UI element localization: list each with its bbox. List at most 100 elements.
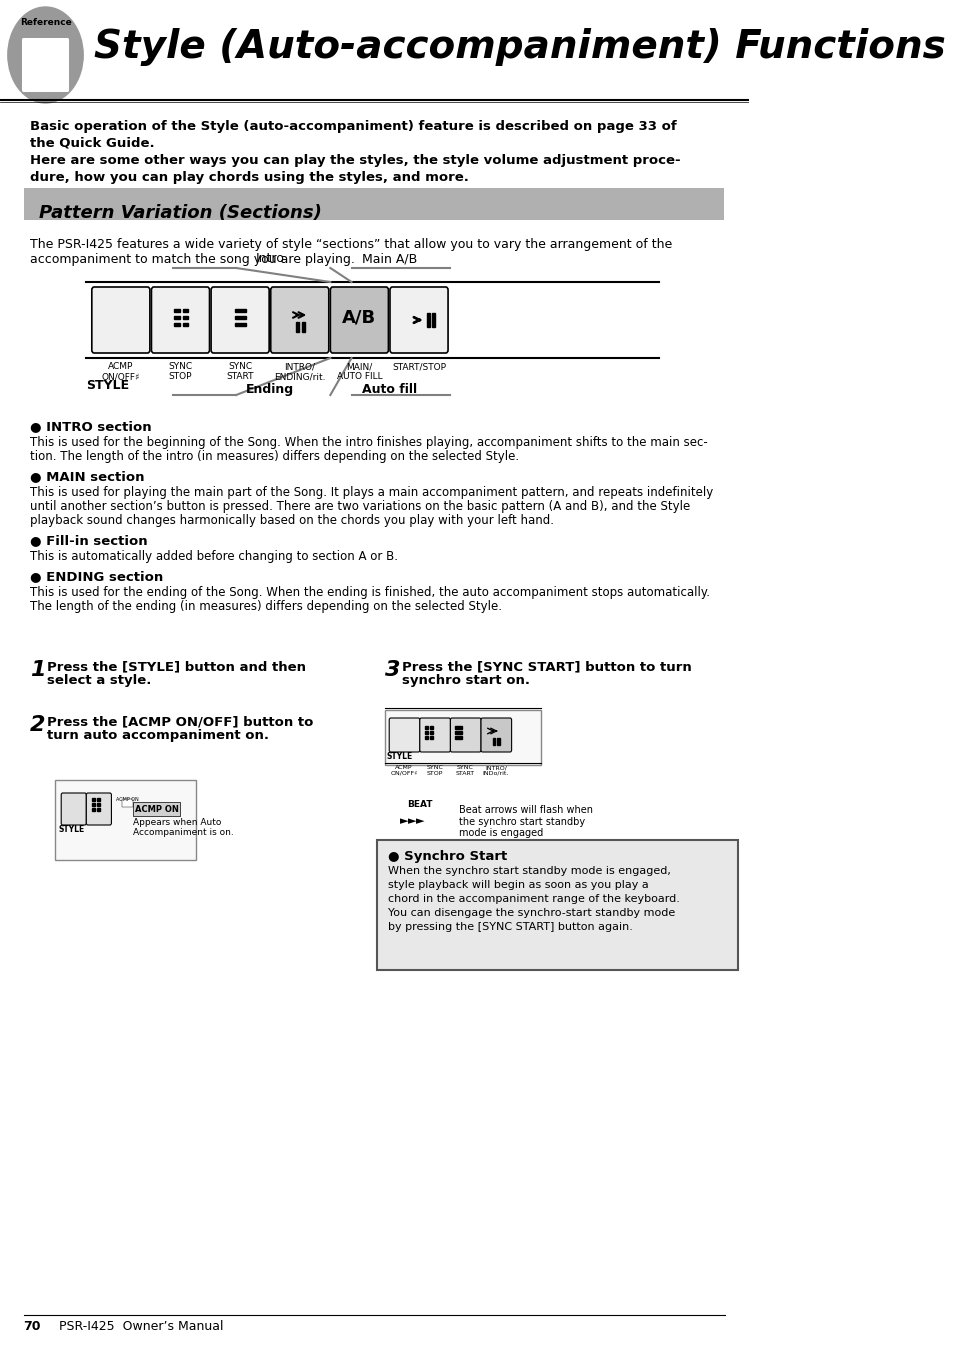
Bar xyxy=(425,731,428,734)
Bar xyxy=(96,798,99,801)
Text: STYLE: STYLE xyxy=(387,753,413,761)
Bar xyxy=(431,313,435,327)
FancyBboxPatch shape xyxy=(376,840,737,970)
Text: Appears when Auto
Accompaniment is on.: Appears when Auto Accompaniment is on. xyxy=(133,817,233,838)
Text: PSR-I425  Owner’s Manual: PSR-I425 Owner’s Manual xyxy=(59,1320,223,1333)
FancyBboxPatch shape xyxy=(55,780,196,861)
Bar xyxy=(430,731,433,734)
FancyBboxPatch shape xyxy=(121,798,133,807)
FancyBboxPatch shape xyxy=(480,717,511,753)
Text: MAIN/
AUTO FILL: MAIN/ AUTO FILL xyxy=(336,362,382,381)
Bar xyxy=(174,323,179,326)
Text: synchro start on.: synchro start on. xyxy=(401,674,529,688)
Text: 70: 70 xyxy=(24,1320,41,1333)
Text: ● ENDING section: ● ENDING section xyxy=(30,570,163,584)
Text: SYNC
STOP: SYNC STOP xyxy=(169,362,193,381)
FancyBboxPatch shape xyxy=(419,717,450,753)
Bar xyxy=(96,802,99,807)
Text: START/STOP: START/STOP xyxy=(392,362,446,372)
FancyBboxPatch shape xyxy=(86,793,112,825)
Text: SYNC
START: SYNC START xyxy=(456,765,475,775)
FancyBboxPatch shape xyxy=(389,717,419,753)
Text: ►: ► xyxy=(407,816,416,825)
Text: ● Fill-in section: ● Fill-in section xyxy=(30,534,148,547)
Text: Here are some other ways you can play the styles, the style volume adjustment pr: Here are some other ways you can play th… xyxy=(30,154,679,168)
Text: turn auto accompaniment on.: turn auto accompaniment on. xyxy=(47,730,269,742)
FancyBboxPatch shape xyxy=(450,717,480,753)
Bar xyxy=(425,736,428,739)
Text: Press the [ACMP ON/OFF] button to: Press the [ACMP ON/OFF] button to xyxy=(47,715,314,728)
Text: ● INTRO section: ● INTRO section xyxy=(30,420,152,434)
Text: SYNC
STOP: SYNC STOP xyxy=(426,765,443,775)
Text: Main A/B: Main A/B xyxy=(361,253,416,265)
FancyBboxPatch shape xyxy=(211,286,269,353)
Bar xyxy=(425,725,428,730)
Text: 1: 1 xyxy=(30,661,46,680)
Text: ACMP
ON/OFF♯: ACMP ON/OFF♯ xyxy=(390,765,417,775)
Bar xyxy=(91,798,95,801)
Text: Press the [STYLE] button and then: Press the [STYLE] button and then xyxy=(47,661,306,673)
Text: Beat arrows will flash when
the synchro start standby
mode is engaged: Beat arrows will flash when the synchro … xyxy=(458,805,593,838)
FancyBboxPatch shape xyxy=(330,286,388,353)
FancyBboxPatch shape xyxy=(61,793,86,825)
Text: 3: 3 xyxy=(384,661,399,680)
FancyBboxPatch shape xyxy=(133,802,180,816)
Bar xyxy=(183,316,188,319)
FancyBboxPatch shape xyxy=(152,286,210,353)
FancyBboxPatch shape xyxy=(91,286,150,353)
Text: accompaniment to match the song you are playing.: accompaniment to match the song you are … xyxy=(30,253,355,266)
Text: The PSR-I425 features a wide variety of style “sections” that allow you to vary : The PSR-I425 features a wide variety of … xyxy=(30,238,671,251)
Bar xyxy=(96,808,99,811)
Bar xyxy=(183,323,188,326)
Bar xyxy=(295,322,298,332)
Text: style playback will begin as soon as you play a: style playback will begin as soon as you… xyxy=(388,880,648,890)
Circle shape xyxy=(8,7,83,103)
Bar xyxy=(234,316,245,319)
Text: playback sound changes harmonically based on the chords you play with your left : playback sound changes harmonically base… xyxy=(30,513,554,527)
Text: ● Synchro Start: ● Synchro Start xyxy=(388,850,507,863)
Text: You can disengage the synchro-start standby mode: You can disengage the synchro-start stan… xyxy=(388,908,675,917)
Text: Press the [SYNC START] button to turn: Press the [SYNC START] button to turn xyxy=(401,661,691,673)
Text: ● MAIN section: ● MAIN section xyxy=(30,470,144,484)
Bar xyxy=(430,725,433,730)
Bar xyxy=(493,738,495,744)
Bar xyxy=(234,323,245,326)
Bar xyxy=(183,308,188,312)
Text: ►: ► xyxy=(416,816,424,825)
FancyBboxPatch shape xyxy=(271,286,329,353)
Text: This is used for the beginning of the Song. When the intro finishes playing, acc: This is used for the beginning of the So… xyxy=(30,436,707,449)
Text: Basic operation of the Style (auto-accompaniment) feature is described on page 3: Basic operation of the Style (auto-accom… xyxy=(30,120,676,132)
Bar xyxy=(302,322,305,332)
Text: This is used for the ending of the Song. When the ending is finished, the auto a: This is used for the ending of the Song.… xyxy=(30,586,709,598)
FancyBboxPatch shape xyxy=(390,286,448,353)
Bar xyxy=(455,725,461,730)
Bar xyxy=(455,731,461,734)
Text: Intro: Intro xyxy=(255,253,284,265)
Text: tion. The length of the intro (in measures) differs depending on the selected St: tion. The length of the intro (in measur… xyxy=(30,450,518,463)
Bar xyxy=(497,738,499,744)
Text: the Quick Guide.: the Quick Guide. xyxy=(30,136,154,150)
Bar xyxy=(91,808,95,811)
Text: ACMP
ON/OFF♯: ACMP ON/OFF♯ xyxy=(102,362,140,381)
Text: This is automatically added before changing to section A or B.: This is automatically added before chang… xyxy=(30,550,397,563)
Text: Style (Auto-accompaniment) Functions: Style (Auto-accompaniment) Functions xyxy=(94,28,945,66)
Text: by pressing the [SYNC START] button again.: by pressing the [SYNC START] button agai… xyxy=(388,921,633,932)
Text: Ending: Ending xyxy=(246,382,294,396)
Text: chord in the accompaniment range of the keyboard.: chord in the accompaniment range of the … xyxy=(388,894,679,904)
Bar xyxy=(91,802,95,807)
Text: SYNC
START: SYNC START xyxy=(226,362,253,381)
FancyBboxPatch shape xyxy=(24,188,723,220)
Text: Reference: Reference xyxy=(20,18,71,27)
Bar xyxy=(234,308,245,312)
Text: ACMP ON: ACMP ON xyxy=(135,804,179,813)
Text: dure, how you can play chords using the styles, and more.: dure, how you can play chords using the … xyxy=(30,172,468,184)
Bar xyxy=(430,736,433,739)
Text: INTRO/
INDo/rit.: INTRO/ INDo/rit. xyxy=(482,765,509,775)
Text: When the synchro start standby mode is engaged,: When the synchro start standby mode is e… xyxy=(388,866,671,875)
FancyBboxPatch shape xyxy=(22,38,69,92)
Text: STYLE: STYLE xyxy=(59,825,85,834)
Text: A/B: A/B xyxy=(342,309,376,327)
FancyBboxPatch shape xyxy=(384,711,541,765)
Text: This is used for playing the main part of the Song. It plays a main accompanimen: This is used for playing the main part o… xyxy=(30,486,712,499)
Text: Auto fill: Auto fill xyxy=(361,382,416,396)
